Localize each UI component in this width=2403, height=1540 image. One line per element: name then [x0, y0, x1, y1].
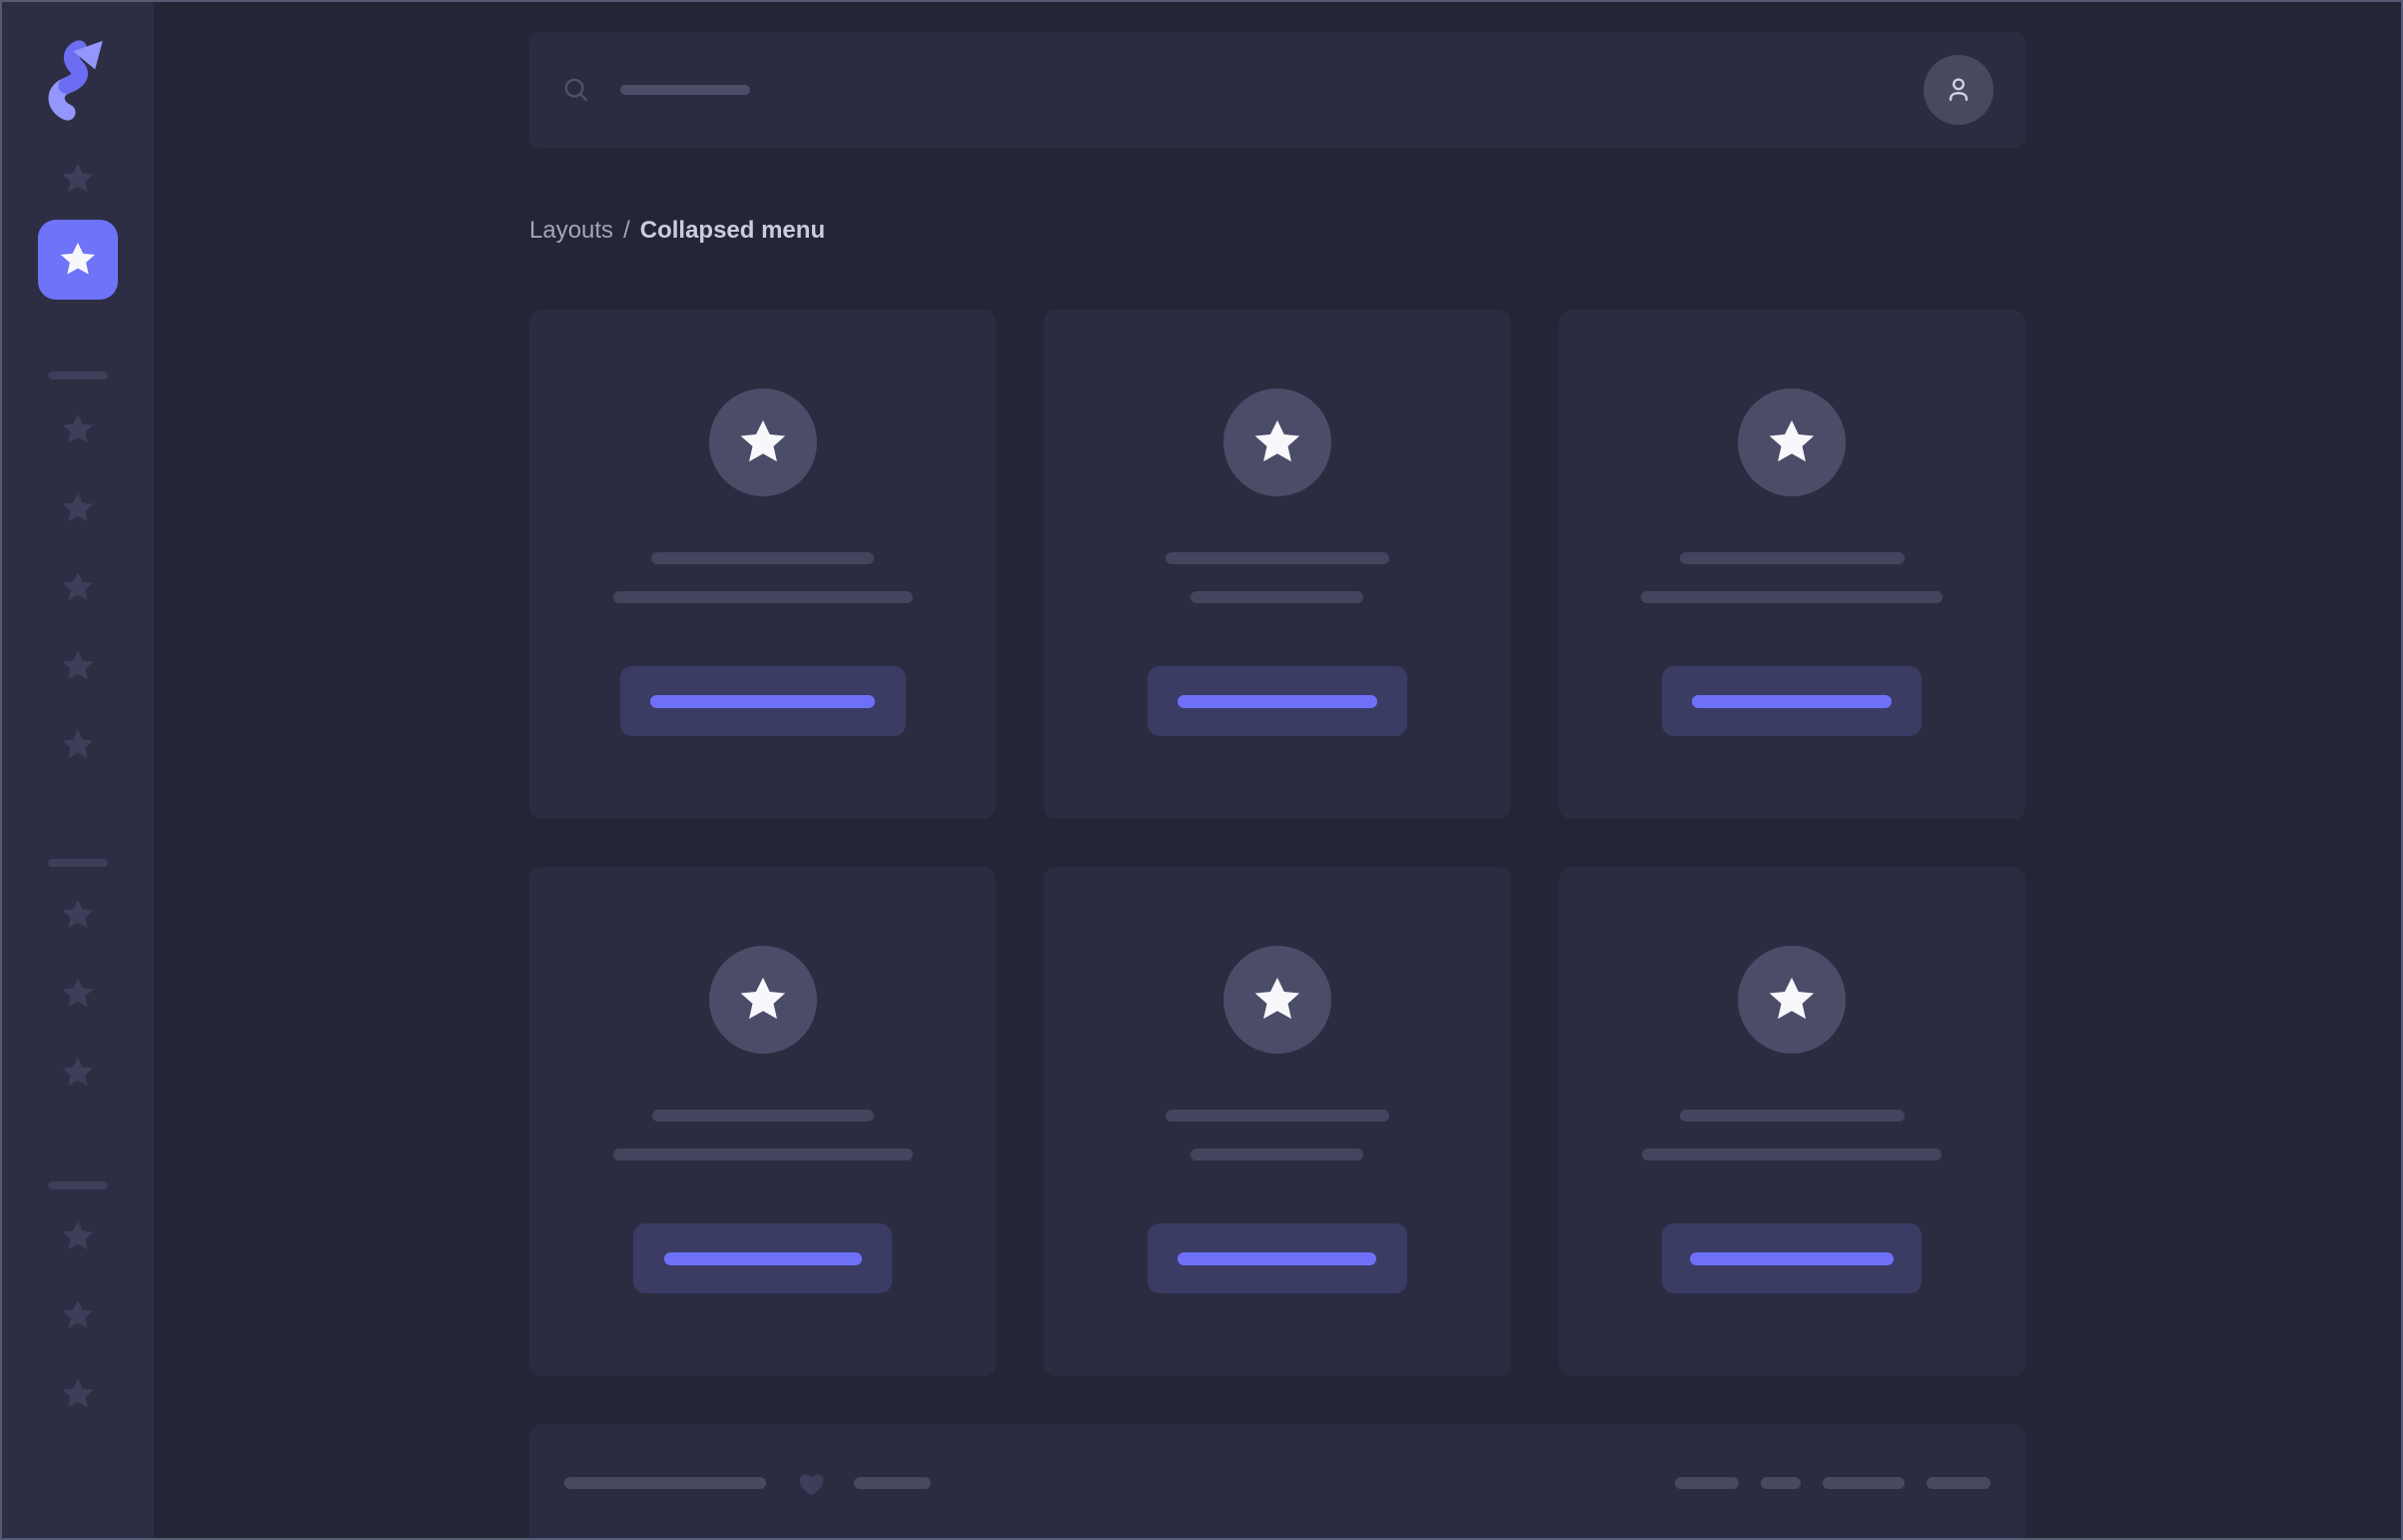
card-subtitle-placeholder — [1642, 1149, 1943, 1160]
button-label-placeholder — [1178, 1251, 1377, 1265]
footer-placeholder-line — [1927, 1477, 1991, 1489]
card-subtitle-placeholder — [612, 1149, 913, 1160]
star-icon — [60, 411, 96, 447]
card-grid — [529, 310, 2025, 1376]
footer-links — [1675, 1477, 1991, 1489]
sidebar-item-active[interactable] — [38, 220, 118, 300]
card-action-button[interactable] — [1662, 1223, 1923, 1293]
card-subtitle-placeholder — [1191, 591, 1364, 603]
heart-icon — [796, 1468, 827, 1499]
sidebar-item[interactable] — [60, 569, 96, 605]
star-icon — [60, 897, 96, 933]
sidebar-item[interactable] — [60, 411, 96, 447]
card-title-placeholder — [1165, 1110, 1389, 1122]
card — [529, 310, 997, 819]
card-avatar-circle — [1738, 388, 1847, 496]
footer-placeholder-line — [1675, 1477, 1739, 1489]
footer-left-line — [564, 1477, 766, 1489]
card-action-button[interactable] — [1147, 1223, 1407, 1293]
card-title-placeholder — [1165, 552, 1389, 564]
star-icon — [60, 490, 96, 526]
card-title-placeholder — [1679, 552, 1905, 564]
search-placeholder-line — [620, 85, 750, 95]
star-icon — [1251, 974, 1303, 1026]
star-icon — [60, 1218, 96, 1254]
sidebar-item[interactable] — [60, 976, 96, 1012]
main-area: Layouts / Collapsed menu — [154, 2, 2401, 1538]
card-avatar-circle — [1222, 388, 1331, 496]
card — [1558, 867, 2025, 1376]
star-icon — [1766, 416, 1818, 468]
footer-placeholder-line — [1761, 1477, 1801, 1489]
star-icon — [60, 1376, 96, 1412]
footer-placeholder-line — [1823, 1477, 1905, 1489]
button-label-placeholder — [1690, 1251, 1895, 1265]
sidebar-item[interactable] — [60, 161, 96, 197]
star-icon — [60, 727, 96, 763]
sidebar-item[interactable] — [60, 490, 96, 526]
s-arrow-logo-glyph — [48, 40, 103, 121]
breadcrumb-parent[interactable]: Layouts — [529, 217, 614, 244]
sidebar-item[interactable] — [60, 1055, 96, 1091]
card-title-placeholder — [651, 552, 875, 564]
star-icon — [60, 161, 96, 197]
card-title-placeholder — [651, 1110, 874, 1122]
sidebar-divider — [48, 859, 108, 867]
sidebar-item[interactable] — [60, 1376, 96, 1412]
breadcrumb: Layouts / Collapsed menu — [529, 216, 2025, 246]
footer-bar — [529, 1424, 2025, 1540]
card-action-button[interactable] — [619, 666, 906, 736]
button-label-placeholder — [650, 694, 876, 708]
button-label-placeholder — [1692, 694, 1893, 708]
card — [1558, 310, 2025, 819]
star-icon — [60, 1055, 96, 1091]
person-icon — [1942, 73, 1976, 107]
star-icon — [60, 569, 96, 605]
card-avatar-circle — [1222, 946, 1331, 1054]
sidebar-item[interactable] — [60, 648, 96, 684]
breadcrumb-current: Collapsed menu — [639, 217, 826, 244]
sidebar — [2, 2, 154, 1538]
sidebar-divider — [48, 1181, 108, 1189]
s-arrow-logo[interactable] — [47, 38, 109, 122]
card — [529, 867, 997, 1376]
content-column: Layouts / Collapsed menu — [529, 2, 2025, 1540]
card-subtitle-placeholder — [612, 591, 913, 603]
sidebar-item[interactable] — [60, 897, 96, 933]
search-icon — [561, 75, 591, 105]
card-avatar-circle — [1738, 946, 1847, 1054]
star-icon — [737, 974, 789, 1026]
card-title-placeholder — [1679, 1110, 1905, 1122]
sidebar-item[interactable] — [60, 1218, 96, 1254]
sidebar-item[interactable] — [60, 727, 96, 763]
sidebar-nav — [2, 122, 154, 1412]
card-avatar-circle — [708, 946, 817, 1054]
card-action-button[interactable] — [1147, 666, 1407, 736]
breadcrumb-separator: / — [623, 217, 630, 244]
sidebar-item[interactable] — [60, 1297, 96, 1333]
star-icon — [1251, 416, 1303, 468]
footer-row — [564, 1424, 1991, 1540]
star-icon — [60, 976, 96, 1012]
user-avatar-button[interactable] — [1924, 55, 1994, 125]
button-label-placeholder — [663, 1251, 862, 1265]
footer-small-line — [854, 1477, 931, 1489]
button-label-placeholder — [1177, 694, 1377, 708]
card-subtitle-placeholder — [1191, 1149, 1364, 1160]
star-icon — [60, 1297, 96, 1333]
search-bar[interactable] — [529, 32, 2025, 148]
card-action-button[interactable] — [1662, 666, 1923, 736]
card-avatar-circle — [708, 388, 817, 496]
star-icon — [58, 240, 98, 280]
sidebar-divider — [48, 372, 108, 380]
card-action-button[interactable] — [633, 1223, 893, 1293]
star-icon — [737, 416, 789, 468]
card — [1044, 310, 1511, 819]
star-icon — [1766, 974, 1818, 1026]
star-icon — [60, 648, 96, 684]
card-subtitle-placeholder — [1641, 591, 1944, 603]
card — [1044, 867, 1511, 1376]
